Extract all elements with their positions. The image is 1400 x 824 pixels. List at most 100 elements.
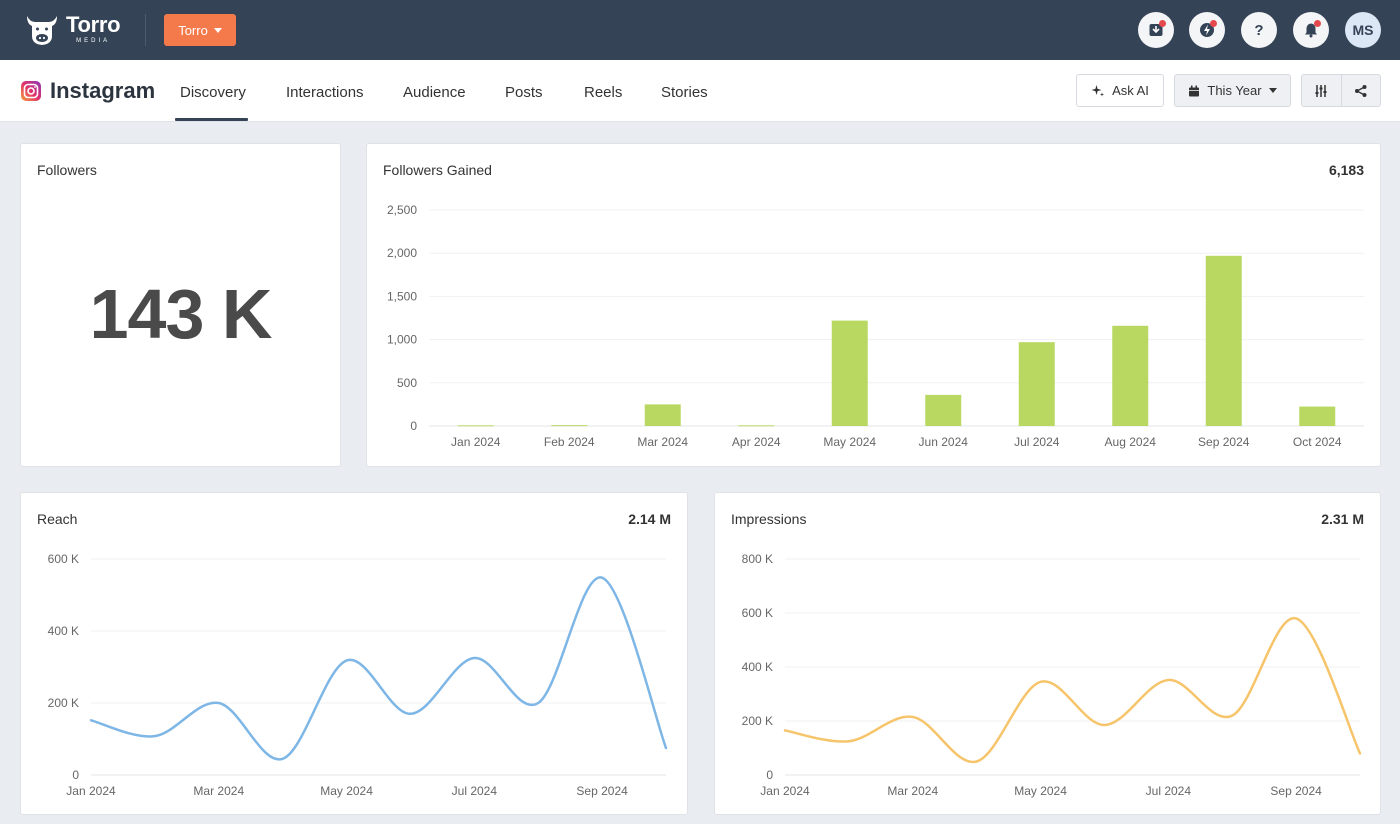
platform-nav: Instagram Discovery Interactions Audienc… <box>0 60 1400 122</box>
x-tick-label: May 2024 <box>823 435 876 449</box>
followers-gained-title: Followers Gained <box>383 162 492 178</box>
x-tick-label: Apr 2024 <box>732 435 781 449</box>
bar <box>1205 255 1242 426</box>
notifications-button[interactable] <box>1293 12 1329 48</box>
lightning-icon <box>1200 23 1214 37</box>
y-tick-label: 600 K <box>48 552 79 566</box>
y-tick-label: 400 K <box>742 660 773 674</box>
divider <box>145 14 146 46</box>
x-tick-label: May 2024 <box>1014 784 1067 798</box>
brand-logo[interactable]: Torro MEDIA <box>24 12 121 46</box>
view-options-group <box>1301 74 1381 107</box>
bull-logo-icon <box>27 16 57 45</box>
brand-subtitle: MEDIA <box>76 37 111 44</box>
x-tick-label: Feb 2024 <box>544 435 595 449</box>
x-tick-label: Jan 2024 <box>760 784 810 798</box>
ask-ai-button[interactable]: Ask AI <box>1076 74 1164 107</box>
bell-icon <box>1305 23 1317 38</box>
bar <box>1018 342 1055 426</box>
user-avatar[interactable]: MS <box>1345 12 1381 48</box>
share-button[interactable] <box>1340 75 1381 106</box>
followers-title: Followers <box>37 162 97 178</box>
instagram-icon <box>21 81 41 101</box>
tab-stories[interactable]: Stories <box>661 84 708 101</box>
share-icon <box>1354 84 1367 97</box>
impressions-total: 2.31 M <box>1321 511 1364 527</box>
impressions-title: Impressions <box>731 511 807 527</box>
reach-chart: 0 200 K 400 K 600 K Jan 2024 Mar 2024 May 2024… <box>48 552 668 798</box>
filter-settings-button[interactable] <box>1302 75 1341 106</box>
ask-ai-label: Ask AI <box>1112 83 1149 98</box>
series-line <box>89 576 668 761</box>
y-tick-label: 1,000 <box>387 333 417 347</box>
workspace-dropdown[interactable]: Torro <box>164 14 236 46</box>
notification-dot <box>1159 20 1166 27</box>
bar <box>925 394 962 426</box>
x-tick-label: Jul 2024 <box>1014 435 1060 449</box>
bar <box>551 425 588 427</box>
bar <box>738 425 775 427</box>
y-tick-label: 0 <box>410 419 417 433</box>
y-tick-label: 0 <box>766 768 773 782</box>
followers-gained-chart: 0 500 1,000 1,500 2,000 2,500 Jan 2024 Feb 2024… <box>387 203 1364 449</box>
bar <box>644 404 681 426</box>
tab-discovery[interactable]: Discovery <box>180 84 246 101</box>
date-range-label: This Year <box>1207 83 1262 98</box>
x-tick-label: Sep 2024 <box>576 784 628 798</box>
x-tick-label: Jul 2024 <box>452 784 498 798</box>
y-tick-label: 1,500 <box>387 289 417 303</box>
active-tab-indicator <box>175 118 248 121</box>
y-tick-label: 2,000 <box>387 246 417 260</box>
calendar-icon <box>1189 85 1200 96</box>
updates-button[interactable] <box>1189 12 1225 48</box>
sparkle-icon <box>1091 84 1105 96</box>
reach-title: Reach <box>37 511 78 527</box>
impressions-card: 0 200 K 400 K 600 K 800 K Jan 2024 Mar 2024 May… <box>714 492 1381 815</box>
notification-dot <box>1314 20 1321 27</box>
x-tick-label: Mar 2024 <box>637 435 688 449</box>
reach-total: 2.14 M <box>628 511 671 527</box>
caret-down-icon <box>213 27 222 33</box>
bar <box>831 320 868 426</box>
bar <box>1299 406 1336 426</box>
caret-down-icon <box>1268 88 1277 93</box>
tab-interactions[interactable]: Interactions <box>286 84 364 101</box>
y-tick-label: 2,500 <box>387 203 417 217</box>
x-tick-label: Sep 2024 <box>1270 784 1322 798</box>
x-tick-label: Mar 2024 <box>193 784 244 798</box>
reach-card: 0 200 K 400 K 600 K Jan 2024 Mar 2024 May 2024… <box>20 492 688 815</box>
y-tick-label: 800 K <box>742 552 773 566</box>
x-tick-label: Sep 2024 <box>1198 435 1250 449</box>
y-tick-label: 0 <box>72 768 79 782</box>
x-tick-label: Mar 2024 <box>887 784 938 798</box>
sliders-icon <box>1315 84 1327 97</box>
top-bar: Torro MEDIA Torro ? MS <box>0 0 1400 60</box>
x-tick-label: May 2024 <box>320 784 373 798</box>
tab-reels[interactable]: Reels <box>584 84 623 101</box>
followers-gained-total: 6,183 <box>1328 162 1364 178</box>
tab-audience[interactable]: Audience <box>403 84 466 101</box>
inbox-icon <box>1149 24 1163 36</box>
workspace-label: Torro <box>178 22 208 38</box>
bar <box>1112 325 1149 426</box>
impressions-chart: 0 200 K 400 K 600 K 800 K Jan 2024 Mar 2024 May… <box>742 552 1362 798</box>
x-tick-label: Jan 2024 <box>66 784 116 798</box>
x-tick-label: Jul 2024 <box>1146 784 1192 798</box>
tab-posts[interactable]: Posts <box>505 84 543 101</box>
followers-card: Followers 143 K <box>20 143 341 467</box>
inbox-button[interactable] <box>1138 12 1174 48</box>
y-tick-label: 600 K <box>742 606 773 620</box>
x-tick-label: Aug 2024 <box>1105 435 1157 449</box>
y-tick-label: 200 K <box>742 714 773 728</box>
bar <box>457 425 494 427</box>
help-icon: ? <box>1254 21 1264 39</box>
notification-dot <box>1210 20 1217 27</box>
followers-count: 143 K <box>89 275 273 353</box>
y-tick-label: 500 <box>397 376 417 390</box>
x-tick-label: Jun 2024 <box>919 435 969 449</box>
series-line <box>783 617 1362 764</box>
y-tick-label: 200 K <box>48 696 79 710</box>
help-button[interactable]: ? <box>1241 12 1277 48</box>
x-tick-label: Oct 2024 <box>1293 435 1342 449</box>
date-range-dropdown[interactable]: This Year <box>1174 74 1291 107</box>
